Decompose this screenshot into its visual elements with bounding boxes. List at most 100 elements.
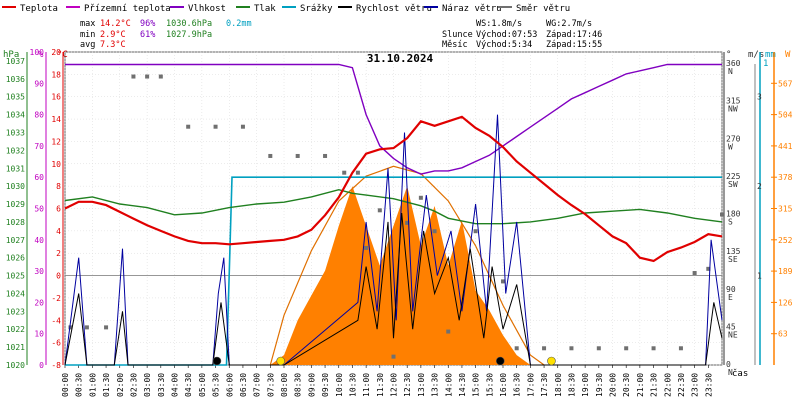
x-tick-label: 11:30 <box>376 373 385 397</box>
pct-tick-label: 10 <box>34 330 44 339</box>
axis-titles: hPa % °C ° m/s mm W 1 čas <box>3 50 791 379</box>
legend-label: Rychlost větru <box>356 4 432 14</box>
wind-gust-stat: WG:2.7m/s <box>546 19 592 29</box>
legend-item-srazky: Srážky <box>282 4 333 14</box>
legend-item-tlak: Tlak <box>236 4 276 14</box>
moon-rise: Východ:5:34 <box>476 40 532 50</box>
degc-tick-label: 0 <box>56 272 61 281</box>
x-tick-label: 08:00 <box>280 373 289 397</box>
wind-direction-point <box>364 245 369 250</box>
x-tick-label: 05:00 <box>198 373 207 397</box>
pct-tick-label: 0 <box>39 361 44 370</box>
x-tick-label: 09:30 <box>321 373 330 397</box>
wind-direction-point <box>514 346 519 351</box>
wind-direction-point <box>391 354 396 359</box>
legend-label: Náraz větru <box>442 4 502 14</box>
x-tick-label: 07:30 <box>266 373 275 397</box>
degc-tick-label: 4 <box>56 227 61 236</box>
x-tick-label: 00:00 <box>61 373 70 397</box>
x-tick-label: 14:00 <box>444 373 453 397</box>
wm2-tick-label: 504 <box>778 111 793 120</box>
degc-tick-label: 2 <box>56 249 61 258</box>
series-wind-speed-line <box>64 212 723 366</box>
axis-title-mm-one: 1 <box>763 59 768 69</box>
deg-dir-label: NW <box>728 105 738 114</box>
axis-title-degc: °C <box>57 50 68 60</box>
wind-direction-point <box>186 124 191 129</box>
sun-label: Slunce <box>442 30 473 40</box>
pct-tick-label: 70 <box>34 142 44 151</box>
wind-direction-point <box>268 153 273 158</box>
axis-title-mm: mm <box>765 50 776 60</box>
x-tick-label: 18:00 <box>554 373 563 397</box>
series-pressure-line <box>64 188 723 225</box>
legend-label: Směr větru <box>516 4 570 14</box>
moon-set: Západ:15:55 <box>546 40 602 50</box>
x-tick-label: 00:30 <box>75 373 84 397</box>
x-tick-label: 18:30 <box>567 373 576 397</box>
hpa-tick-label: 1020 <box>6 361 25 370</box>
legend-item-teplota: Teplota <box>2 4 58 14</box>
x-tick-label: 20:30 <box>622 373 631 397</box>
event-marker-moonset <box>495 356 505 366</box>
pct-tick-label: 90 <box>34 79 44 88</box>
legend-label: Vlhkost <box>188 4 226 14</box>
ms-tick-label: 3 <box>757 93 762 102</box>
x-tick-label: 03:30 <box>157 373 166 397</box>
x-tick-label: 08:30 <box>294 373 303 397</box>
deg-dir-label: S <box>728 218 733 227</box>
legend-label: Přízemní teplota <box>84 4 171 14</box>
hpa-tick-label: 1027 <box>6 236 25 245</box>
x-tick-label: 17:30 <box>540 373 549 397</box>
stat-min-hum: 61% <box>140 30 155 40</box>
degc-tick-label: 10 <box>51 160 61 169</box>
hpa-tick-label: 1035 <box>6 93 25 102</box>
degc-tick-label: 14 <box>51 115 61 124</box>
deg-tick-label: 225 <box>726 172 741 181</box>
event-marker-moonrise <box>212 356 222 366</box>
deg-tick-label: 0 <box>726 360 731 369</box>
x-tick-label: 22:00 <box>663 373 672 397</box>
hpa-tick-label: 1037 <box>6 57 25 66</box>
wind-direction-point <box>104 325 109 330</box>
wind-direction-point <box>473 229 478 234</box>
x-tick-label: 23:00 <box>691 373 700 397</box>
legend-row: Teplota Přízemní teplota Vlhkost Tlak Sr… <box>2 4 570 14</box>
deg-dir-label: N <box>728 368 733 377</box>
stat-min-temp: 2.9°C <box>100 30 126 40</box>
x-tick-label: 03:00 <box>143 373 152 397</box>
legend-item-rychlost-vetru: Rychlost větru <box>338 4 432 14</box>
wm2-tick-label: 126 <box>778 298 793 307</box>
deg-tick-label: 360 <box>726 59 741 68</box>
stat-label-min: min <box>80 30 95 40</box>
degc-tick-label: 18 <box>51 70 61 79</box>
ms-tick-label: 1 <box>757 272 762 281</box>
wind-direction-point <box>158 74 163 79</box>
hpa-tick-label: 1029 <box>6 200 25 209</box>
wind-direction-point <box>240 124 245 129</box>
stat-label-avg: avg <box>80 40 95 50</box>
deg-tick-label: 90 <box>726 285 736 294</box>
wind-direction-point <box>355 170 360 175</box>
event-marker-sunrise <box>276 356 286 366</box>
deg-tick-label: 135 <box>726 247 741 256</box>
legend-item-naraz-vetru: Náraz větru <box>424 4 502 14</box>
pct-tick-label: 50 <box>34 205 44 214</box>
wind-direction-point <box>342 170 347 175</box>
degc-tick-label: 8 <box>56 182 61 191</box>
wind-direction-point <box>446 329 451 334</box>
wm2-tick-label: 441 <box>778 142 793 151</box>
hpa-tick-label: 1034 <box>6 111 25 120</box>
wind-direction-point <box>624 346 629 351</box>
x-tick-label: 13:00 <box>417 373 426 397</box>
hpa-tick-label: 1036 <box>6 75 25 84</box>
series-humidity-line <box>65 63 722 175</box>
axes: 1037103610351034103310321031103010291028… <box>6 48 793 397</box>
x-tick-label: 06:30 <box>239 373 248 397</box>
x-tick-label: 20:00 <box>609 373 618 397</box>
pct-tick-label: 80 <box>34 111 44 120</box>
wm2-tick-label: 63 <box>778 330 788 339</box>
x-tick-label: 05:30 <box>212 373 221 397</box>
pct-tick-label: 20 <box>34 298 44 307</box>
